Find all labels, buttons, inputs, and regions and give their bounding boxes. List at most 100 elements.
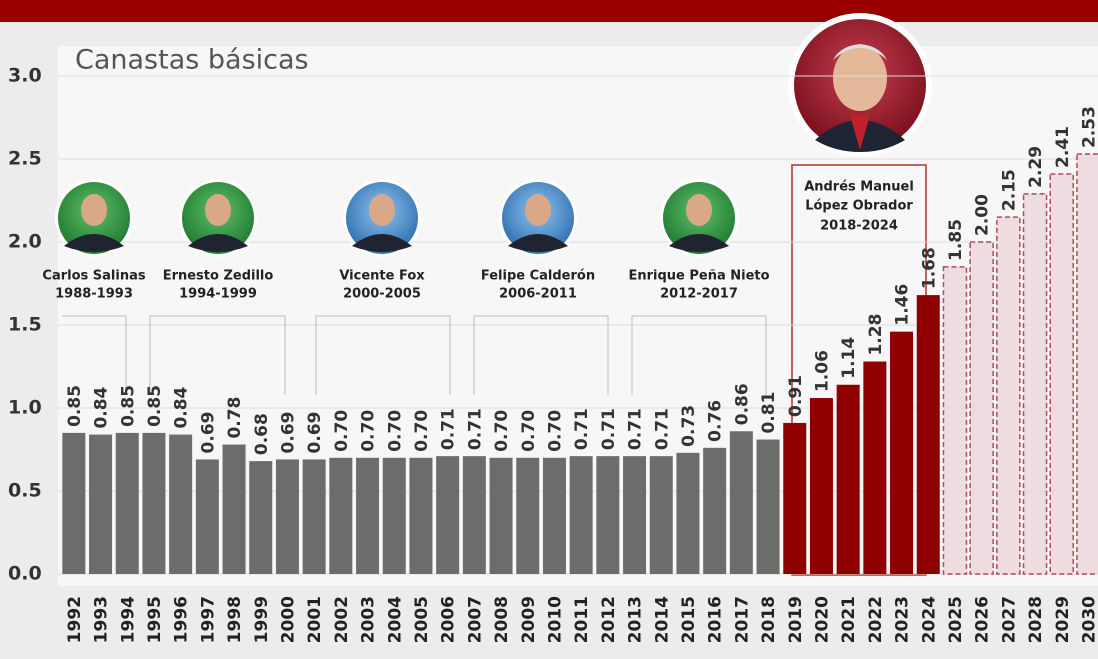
- president-term: 2000-2005: [343, 287, 421, 302]
- value-label: 0.91: [786, 375, 806, 417]
- bar: [890, 331, 914, 574]
- bar: [649, 456, 673, 574]
- value-label: 0.84: [172, 386, 192, 428]
- bar: [916, 295, 940, 574]
- y-tick-label: 1.0: [8, 397, 42, 419]
- bar: [489, 457, 513, 574]
- bar: [1076, 153, 1098, 575]
- x-tick-label: 2018: [759, 596, 779, 643]
- y-tick-label: 0.5: [8, 480, 42, 502]
- x-tick-label: 2013: [626, 596, 646, 643]
- value-label: 0.73: [679, 405, 699, 447]
- bar: [1022, 193, 1048, 575]
- value-label: 0.78: [225, 397, 245, 439]
- president-name: Enrique Peña Nieto: [628, 269, 769, 284]
- x-tick-label: 2024: [919, 596, 939, 643]
- president-name: Ernesto Zedillo: [163, 269, 274, 284]
- bar: [462, 456, 486, 574]
- value-label: 2.29: [1026, 146, 1046, 188]
- x-tick-label: 2017: [732, 596, 752, 643]
- value-label: 0.85: [65, 385, 85, 427]
- president-name: Felipe Calderón: [481, 269, 595, 284]
- y-tick-label: 1.5: [8, 314, 42, 336]
- value-label: 2.41: [1053, 126, 1073, 168]
- bar: [409, 457, 433, 574]
- bar: [249, 461, 273, 574]
- value-label: 1.46: [893, 284, 913, 326]
- x-tick-label: 2020: [812, 596, 832, 643]
- y-tick-label: 3.0: [8, 65, 42, 87]
- bar: [89, 434, 113, 574]
- value-label: 0.69: [278, 412, 298, 454]
- value-label: 0.85: [145, 385, 165, 427]
- x-tick-label: 2025: [946, 596, 966, 643]
- x-tick-label: 2021: [839, 596, 859, 643]
- value-label: 0.71: [652, 408, 672, 450]
- value-label: 0.70: [412, 410, 432, 452]
- x-tick-label: 2023: [893, 596, 913, 643]
- president-photo: [64, 234, 124, 252]
- x-tick-label: 2028: [1026, 596, 1046, 643]
- highlight-term: 2018-2024: [820, 219, 898, 234]
- president-term: 2006-2011: [499, 287, 577, 302]
- bar: [596, 456, 620, 574]
- brackets: [62, 315, 767, 395]
- bar: [569, 456, 593, 574]
- value-label: 0.71: [626, 408, 646, 450]
- x-tick-label: 2030: [1079, 596, 1098, 643]
- x-tick-label: 2002: [332, 596, 352, 643]
- president-photo: [81, 194, 107, 226]
- president-photo: [369, 194, 395, 226]
- highlight-name: Andrés Manuel: [804, 180, 914, 195]
- bar: [436, 456, 460, 574]
- bar: [809, 398, 833, 574]
- value-label: 0.71: [465, 408, 485, 450]
- value-label: 1.68: [919, 247, 939, 289]
- x-tick-label: 2003: [359, 596, 379, 643]
- x-tick-label: 2027: [999, 596, 1019, 643]
- value-label: 0.81: [759, 392, 779, 434]
- x-tick-label: 2022: [866, 596, 886, 643]
- bar: [516, 457, 540, 574]
- x-tick-label: 1997: [198, 596, 218, 643]
- bar: [356, 457, 380, 574]
- president-photo: [525, 194, 551, 226]
- bar: [783, 422, 807, 574]
- bar: [676, 452, 700, 574]
- bar: [836, 384, 860, 574]
- president-term: 2012-2017: [660, 287, 738, 302]
- value-label: 0.86: [732, 383, 752, 425]
- highlight-name: López Obrador: [805, 199, 913, 214]
- bar: [542, 457, 566, 574]
- x-tick-label: 2008: [492, 596, 512, 643]
- value-label: 0.69: [198, 412, 218, 454]
- value-label: 0.70: [519, 410, 539, 452]
- x-tick-label: 2014: [652, 596, 672, 643]
- president-photo: [352, 234, 412, 252]
- value-label: 0.71: [599, 408, 619, 450]
- highlight-photo: [788, 13, 932, 157]
- bar: [382, 457, 406, 574]
- bar: [222, 444, 246, 574]
- bar: [302, 459, 326, 574]
- value-label: 2.53: [1079, 106, 1098, 148]
- value-label: 0.84: [92, 386, 112, 428]
- bar: [115, 432, 139, 574]
- x-tick-label: 2012: [599, 596, 619, 643]
- president-name: Vicente Fox: [339, 269, 425, 284]
- x-tick-label: 2004: [385, 596, 405, 643]
- bar: [1049, 173, 1074, 575]
- value-label: 1.06: [812, 350, 832, 392]
- president-name: Carlos Salinas: [42, 269, 145, 284]
- president-photo: [188, 234, 248, 252]
- x-tick-label: 1996: [172, 596, 192, 643]
- president-photo: [669, 234, 729, 252]
- y-tick-label: 0.0: [8, 563, 42, 585]
- bar: [142, 432, 166, 574]
- x-tick-label: 2000: [278, 596, 298, 643]
- x-tick-label: 1994: [118, 596, 138, 643]
- bar: [195, 459, 219, 574]
- x-tick-label: 2001: [305, 596, 325, 643]
- chart-title: Canastas básicas: [75, 45, 309, 76]
- bar: [942, 266, 968, 575]
